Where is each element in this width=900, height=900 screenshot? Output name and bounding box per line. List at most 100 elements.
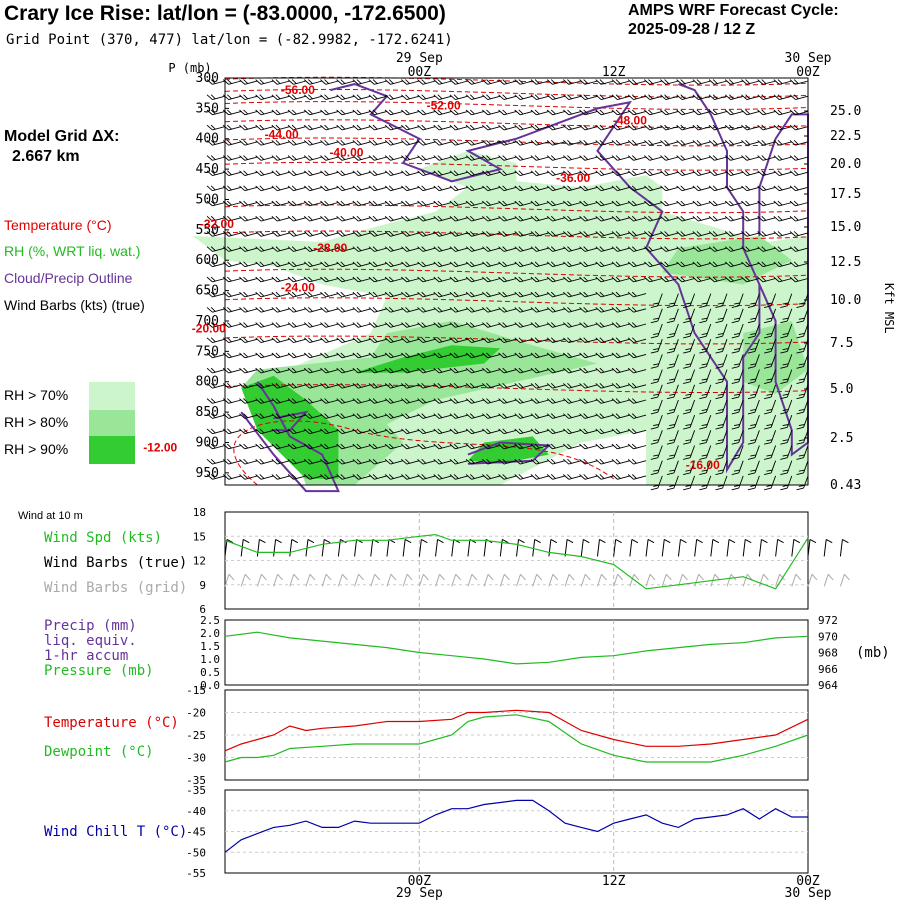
- wind-barb-stroke: [708, 109, 728, 116]
- wind-barb-stroke: [303, 200, 323, 207]
- wind-barb-stroke: [255, 322, 274, 328]
- wind-barb: [368, 276, 388, 283]
- wind-barb-stroke: [320, 474, 339, 480]
- wind-barb-stroke: [401, 367, 420, 374]
- wind-barb-stroke: [222, 231, 242, 237]
- wind-barb: [482, 337, 501, 343]
- wind-barb: [514, 413, 533, 419]
- wind-barb-stroke: [287, 155, 307, 161]
- wind-barb: [498, 352, 517, 359]
- wind-barb-stroke: [368, 276, 388, 283]
- wind-barb: [724, 185, 744, 192]
- wind-barb: [796, 399, 809, 415]
- wind-barb: [206, 94, 226, 100]
- wind-barb: [352, 276, 371, 283]
- wind-barb: [320, 322, 339, 328]
- wind-barb-stroke: [222, 398, 242, 404]
- wind-barb: [271, 322, 290, 328]
- wind-barb-stroke: [692, 231, 711, 237]
- wind-barb-stroke: [683, 399, 696, 415]
- wind-barb: [676, 155, 695, 161]
- wind-barb-stroke: [222, 170, 242, 176]
- grid-point-label: Grid Point (370, 477) lat/lon = (-82.998…: [6, 32, 453, 48]
- wind-barb: [482, 215, 501, 222]
- wind-barb-stroke: [320, 215, 339, 222]
- wind-barb-stroke: [271, 276, 290, 283]
- wind-barb-stroke: [789, 231, 809, 237]
- temperature-contour-label: -16.00: [686, 458, 720, 472]
- wind-barb: [239, 367, 258, 374]
- wind-barb-stroke: [401, 140, 420, 146]
- wind-barb: [579, 307, 598, 313]
- wind-barb: [206, 458, 226, 465]
- wind-barb-stroke: [465, 124, 485, 131]
- wind-barb: [255, 322, 274, 328]
- wind-barb: [546, 140, 566, 146]
- wind-barb: [546, 458, 566, 465]
- wind-barb: [206, 124, 226, 131]
- precip-tick-label: 0.0: [200, 679, 220, 692]
- rh90-region-blob: [467, 436, 549, 464]
- wind-barb: [336, 443, 355, 450]
- wind-barb-stroke: [465, 413, 485, 419]
- wind-barb-stroke: [563, 261, 582, 268]
- wind-barb: [206, 276, 226, 283]
- wind-barb: [747, 293, 760, 308]
- wind-barb-stroke: [433, 307, 452, 313]
- wind-barb-stroke: [546, 383, 566, 389]
- wind-barb: [530, 109, 550, 116]
- wind-barb-stroke: [401, 474, 420, 480]
- wind-barb: [433, 322, 452, 328]
- wind-barb-stroke: [417, 231, 436, 237]
- wind-barb-stroke: [449, 124, 469, 131]
- wind-barb: [239, 443, 258, 450]
- wind-barb: [530, 261, 550, 268]
- wind-barb: [789, 261, 809, 268]
- wind-barb: [368, 474, 388, 480]
- wind-barb: [320, 79, 339, 85]
- wind-barb-stroke: [676, 261, 695, 268]
- pressure-tick-label: 950: [196, 466, 219, 481]
- wind-barb: [320, 337, 339, 343]
- forecast-cycle-label: AMPS WRF Forecast Cycle:: [628, 2, 839, 19]
- wind-barb: [650, 445, 663, 460]
- wind-barb-stroke: [206, 170, 226, 176]
- wind-barb-stroke: [433, 337, 452, 343]
- wind-barb: [206, 474, 226, 480]
- wind-barb-stroke: [676, 185, 695, 192]
- wind-barb-stroke: [627, 109, 647, 116]
- wind-barb: [780, 430, 793, 445]
- wind-barb-stroke: [530, 413, 550, 419]
- wind-barb: [731, 445, 744, 460]
- wind-barb-stroke: [206, 398, 226, 404]
- wind-barb-stroke: [384, 383, 404, 389]
- wind-barb: [465, 337, 485, 343]
- wind-barb: [627, 322, 647, 328]
- wind-barb-stroke: [222, 307, 242, 313]
- wind-barb: [449, 170, 469, 176]
- precip-label: Precip (mm): [44, 618, 137, 634]
- wind-barb-stroke: [644, 231, 663, 237]
- wind-barb: [611, 413, 631, 419]
- wind-barb: [676, 215, 695, 222]
- wind-barb: [595, 352, 614, 359]
- wind-barb-stroke: [303, 443, 323, 450]
- wind-barb: [724, 261, 744, 268]
- wind-barb: [352, 443, 371, 450]
- wind-barb-stroke: [498, 94, 517, 100]
- wind-barb-stroke: [498, 428, 517, 435]
- wind-barb-stroke: [563, 367, 582, 374]
- wind-barb: [303, 276, 323, 283]
- wind-barb-stroke: [773, 185, 792, 192]
- wind-barb-stroke: [650, 369, 663, 384]
- wind-barb-stroke: [514, 276, 533, 283]
- wind-barb-stroke: [336, 200, 355, 207]
- wind-barb-true: [532, 539, 541, 557]
- wind-barb: [239, 428, 258, 435]
- wind-barb-stroke: [498, 383, 517, 389]
- wind-barb: [773, 185, 792, 192]
- wind-barb-stroke: [417, 155, 436, 161]
- wind-barb-stroke: [482, 94, 501, 100]
- wind-barb-stroke: [417, 428, 436, 435]
- wind-barb-grid: [467, 573, 478, 587]
